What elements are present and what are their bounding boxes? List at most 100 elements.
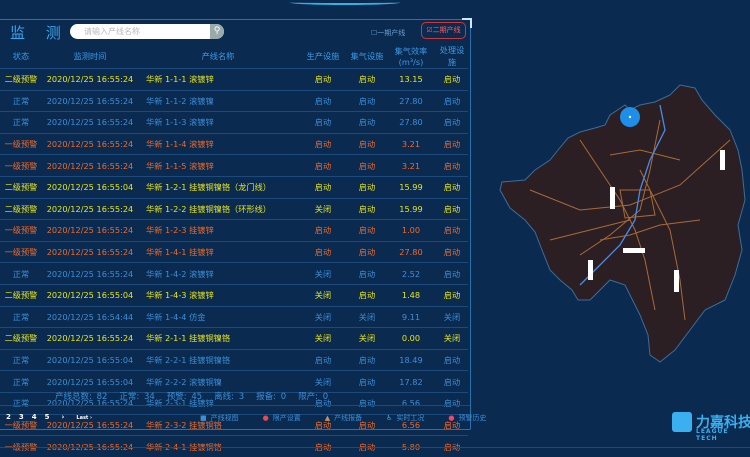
legend-worker[interactable]: ♿ 实时工况	[386, 414, 424, 422]
cell-eff: 27.80	[386, 111, 436, 134]
table-row[interactable]: 一级预警 2020/12/25 16:55:24 华新 1-4-1 挂镀锌 启动 启动 2…	[0, 240, 468, 263]
cell-time: 2020/12/25 16:55:24	[42, 154, 138, 177]
legend-label: 产线视图	[210, 414, 239, 422]
cell-eff: 6.56	[386, 413, 436, 436]
table-row[interactable]: 二级预警 2020/12/25 16:55:24 华新 1-2-2 挂镀铜镍铬（环形…	[0, 197, 468, 220]
cell-treat: 启动	[436, 413, 468, 436]
cell-prod: 关闭	[298, 370, 348, 393]
cell-name: 华新 1-1-3 滚镀锌	[138, 111, 298, 134]
table-row[interactable]: 正常 2020/12/25 16:55:24 华新 1-1-2 滚镀镍 启动 启动 27.…	[0, 89, 468, 112]
cell-treat: 启动	[436, 154, 468, 177]
cell-gas: 启动	[348, 219, 386, 242]
cell-gas: 启动	[348, 154, 386, 177]
legend-square[interactable]: ■ 产线视图	[200, 414, 239, 422]
cell-name: 华新 2-1-1 挂镀铜镍铬	[138, 327, 298, 350]
cell-name: 华新 1-1-2 滚镀镍	[138, 89, 298, 112]
cell-prod: 启动	[298, 175, 348, 199]
cell-eff: 9.11	[386, 305, 436, 328]
cell-prod: 启动	[298, 240, 348, 263]
page-3[interactable]: 3	[18, 413, 24, 421]
cell-gas: 启动	[348, 132, 386, 155]
next-page[interactable]: ›	[61, 413, 65, 421]
legend-alarm[interactable]: ● 预警历史	[448, 414, 486, 422]
cell-eff: 1.48	[386, 283, 436, 307]
search-input[interactable]: 请输入产线名称 ⚲	[70, 24, 224, 39]
company-logo: 力嘉科技 LEAGUE TECH	[672, 412, 750, 442]
cell-eff: 13.15	[386, 68, 436, 91]
cell-eff: 2.52	[386, 262, 436, 285]
table-row[interactable]: 正常 2020/12/25 16:55:24 华新 1-4-2 滚镀锌 关闭 启动 2.5…	[0, 262, 468, 285]
legend-label: 预警历史	[458, 414, 487, 422]
worker-icon: ♿	[386, 414, 393, 422]
square-icon: ■	[200, 414, 207, 422]
cell-gas: 启动	[348, 262, 386, 285]
column-header: 监测时间	[73, 51, 107, 61]
cell-prod: 启动	[298, 68, 348, 91]
column-header: 生产设施	[306, 51, 340, 61]
legend-triangle[interactable]: ▲ 产线报备	[325, 414, 362, 422]
last-page[interactable]: Last ›	[76, 415, 93, 421]
cell-status: 正常	[0, 348, 42, 371]
table-row[interactable]: 一级预警 2020/12/25 16:55:24 华新 1-2-3 挂镀锌 启动 启动 1…	[0, 219, 468, 242]
cell-name: 华新 1-2-1 挂镀铜镍铬（龙门线）	[138, 175, 298, 199]
table-row[interactable]: 二级预警 2020/12/25 16:55:24 华新 1-1-1 滚镀锌 启动 启动 1…	[0, 68, 468, 91]
table-row[interactable]: 正常 2020/12/25 16:55:24 华新 2-3-1 挂镀锌 启动 启动 6.5…	[0, 391, 468, 414]
cell-gas: 启动	[348, 240, 386, 263]
cell-name: 华新 1-4-4 仿金	[138, 305, 298, 328]
cell-status: 一级预警	[0, 154, 42, 177]
cell-treat: 启动	[436, 197, 468, 220]
table-row[interactable]: 正常 2020/12/25 16:54:44 华新 1-4-4 仿金 关闭 关闭 9.11…	[0, 305, 468, 328]
column-header: 状态	[12, 51, 30, 61]
cell-prod: 启动	[298, 219, 348, 242]
cell-eff: 15.99	[386, 175, 436, 199]
table-row[interactable]: 一级预警 2020/12/25 16:55:24 华新 1-1-4 滚镀锌 启动 启动 3…	[0, 132, 468, 155]
alarm-icon: ●	[448, 414, 455, 422]
cell-time: 2020/12/25 16:55:24	[42, 68, 138, 91]
stopped-count: 限产: 0	[298, 392, 329, 402]
cell-eff: 27.80	[386, 89, 436, 112]
cell-prod: 启动	[298, 132, 348, 155]
map-region	[499, 84, 746, 363]
table-row[interactable]: 一级预警 2020/12/25 16:55:24 华新 1-1-5 滚镀锌 启动 启动 3…	[0, 154, 468, 177]
phase2-checkbox[interactable]: ☑二期产线	[421, 22, 466, 39]
cell-name: 华新 1-4-3 滚镀锌	[138, 283, 298, 307]
cell-eff: 1.00	[386, 219, 436, 242]
cell-eff: 6.56	[386, 391, 436, 414]
table-row[interactable]: 正常 2020/12/25 16:55:04 华新 2-2-2 滚镀铜镍 关闭 启动 17…	[0, 370, 468, 393]
search-placeholder: 请输入产线名称	[84, 27, 140, 36]
cell-name: 华新 2-3-1 挂镀锌	[138, 391, 298, 414]
logo-en: LEAGUE TECH	[696, 428, 729, 442]
cell-time: 2020/12/25 16:55:24	[42, 413, 138, 436]
page-5[interactable]: 5	[44, 413, 50, 421]
cell-name: 华新 1-2-2 挂镀铜镍铬（环形线）	[138, 197, 298, 220]
offline-count: 离线: 3	[214, 392, 245, 402]
table-row[interactable]: 二级预警 2020/12/25 16:55:04 华新 1-4-3 滚镀锌 关闭 启动 1…	[0, 283, 468, 307]
cell-treat: 关闭	[436, 327, 468, 350]
cell-treat: 启动	[436, 391, 468, 414]
page-2[interactable]: 2	[6, 413, 11, 421]
cell-treat: 关闭	[436, 305, 468, 328]
corner-decoration	[462, 18, 472, 28]
table-row[interactable]: 一级预警 2020/12/25 16:55:24 华新 2-3-2 挂镀铜铬 启动 启动…	[0, 413, 468, 436]
cell-status: 正常	[0, 391, 42, 414]
legend-circle[interactable]: ● 限产设置	[263, 414, 301, 422]
cell-prod: 关闭	[298, 305, 348, 328]
cell-gas: 启动	[348, 391, 386, 414]
logo-icon	[672, 412, 692, 432]
cell-treat: 启动	[436, 219, 468, 242]
triangle-icon: ▲	[324, 414, 331, 422]
page-4[interactable]: 4	[31, 413, 37, 421]
table-row[interactable]: 二级预警 2020/12/25 16:55:04 华新 1-2-1 挂镀铜镍铬（龙门…	[0, 175, 468, 199]
cell-name: 华新 1-2-3 挂镀锌	[138, 219, 298, 242]
table-row[interactable]: 正常 2020/12/25 16:55:24 华新 1-1-3 滚镀锌 启动 启动 27.…	[0, 111, 468, 134]
table-row[interactable]: 正常 2020/12/25 16:55:04 华新 2-2-1 挂镀铜镍铬 启动 启动 1…	[0, 348, 468, 371]
table-row[interactable]: 二级预警 2020/12/25 16:55:24 华新 2-1-1 挂镀铜镍铬 关闭关…	[0, 327, 468, 350]
search-icon[interactable]: ⚲	[210, 24, 224, 39]
circle-icon: ●	[262, 414, 269, 422]
total-count: 产线总数: 82	[55, 392, 108, 402]
phase1-checkbox[interactable]: ☐一期产线	[371, 29, 406, 37]
cell-name: 华新 2-2-2 滚镀铜镍	[138, 370, 298, 393]
cell-time: 2020/12/25 16:55:24	[42, 89, 138, 112]
city-map[interactable]	[480, 60, 750, 380]
cell-gas: 启动	[348, 111, 386, 134]
